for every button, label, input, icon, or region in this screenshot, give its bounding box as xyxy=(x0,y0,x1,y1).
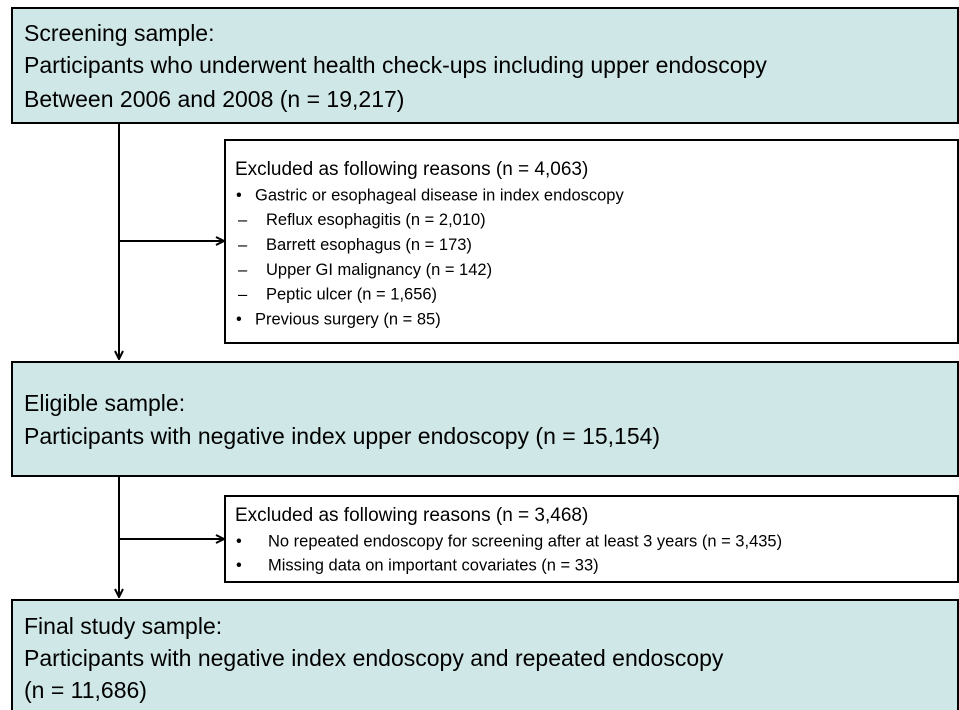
exclusion-heading: Excluded as following reasons (n = 4,063… xyxy=(235,159,588,180)
exclusion-heading: Excluded as following reasons (n = 3,468… xyxy=(235,505,588,526)
bullet: – xyxy=(238,261,248,279)
exclusion-box xyxy=(224,495,959,583)
eligible-box xyxy=(11,361,959,477)
bullet: • xyxy=(236,310,242,328)
box-heading: Final study sample: xyxy=(24,613,222,639)
box-line: Participants with negative index upper e… xyxy=(24,423,660,449)
item-text: No repeated endoscopy for screening afte… xyxy=(268,532,782,550)
item-text: Previous surgery (n = 85) xyxy=(255,310,441,328)
bullet: – xyxy=(238,236,248,254)
item-text: Barrett esophagus (n = 173) xyxy=(266,236,472,254)
box-heading: Eligible sample: xyxy=(24,390,185,416)
bullet: • xyxy=(236,186,242,204)
item-text: Upper GI malignancy (n = 142) xyxy=(266,261,492,279)
box-heading: Screening sample: xyxy=(24,20,215,46)
item-text: Missing data on important covariates (n … xyxy=(268,556,599,574)
bullet: • xyxy=(236,532,242,550)
box-line: Participants with negative index endosco… xyxy=(24,645,724,671)
bullet: – xyxy=(238,211,248,229)
item-text: Peptic ulcer (n = 1,656) xyxy=(266,286,437,304)
bullet: – xyxy=(238,286,248,304)
bullet: • xyxy=(236,556,242,574)
box-line: (n = 11,686) xyxy=(24,677,147,703)
box-line: Participants who underwent health check-… xyxy=(24,52,767,78)
screening-box xyxy=(11,7,959,124)
item-text: Reflux esophagitis (n = 2,010) xyxy=(266,211,486,229)
exclusion-box xyxy=(224,139,959,344)
box-line: Between 2006 and 2008 (n = 19,217) xyxy=(24,86,404,112)
texts: Screening sample: Participants who underw… xyxy=(24,20,782,703)
final-box xyxy=(11,599,959,710)
item-text: Gastric or esophageal disease in index e… xyxy=(255,186,624,204)
